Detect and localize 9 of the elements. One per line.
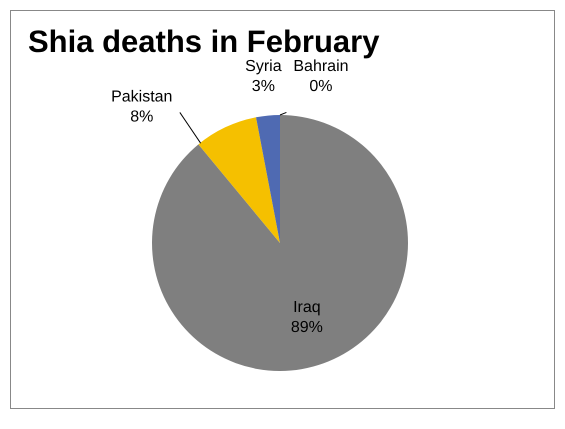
slice-label: Iraq — [293, 299, 321, 316]
slice-label: Pakistan — [111, 88, 172, 106]
data-label: 3% — [252, 78, 275, 96]
category-label: Bahrain — [293, 58, 349, 76]
data-label: 8% — [130, 108, 154, 126]
chart-title: Shia deaths in February — [28, 24, 380, 59]
data-label: 89% — [290, 319, 323, 336]
text: 0% — [309, 78, 333, 96]
slice-label: Syria — [245, 58, 282, 76]
